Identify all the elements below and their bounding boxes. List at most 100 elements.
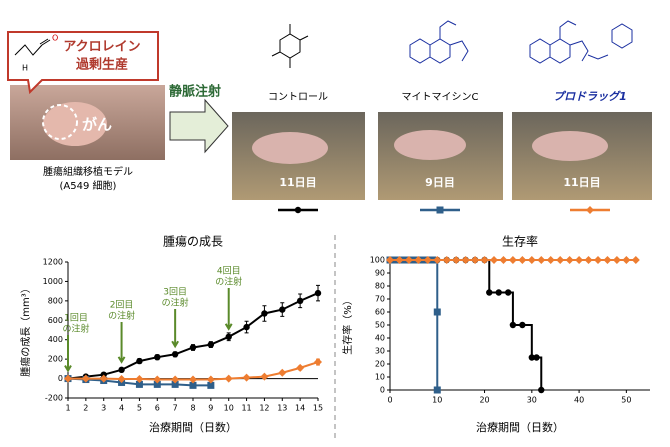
marker <box>603 256 612 264</box>
marker <box>206 375 215 384</box>
prodrug-structure <box>529 20 633 64</box>
marker <box>546 256 555 264</box>
marker <box>508 256 517 264</box>
x-tick-label: 15 <box>313 404 323 413</box>
y-tick-label: 600 <box>48 316 63 325</box>
marker <box>136 357 143 365</box>
marker <box>575 256 584 264</box>
legend-label: コントロール <box>268 92 328 103</box>
y-tick-label: 400 <box>48 335 63 344</box>
mouse <box>252 132 328 164</box>
y-tick-label: 20 <box>375 360 385 369</box>
marker <box>296 363 305 372</box>
marker <box>509 321 517 329</box>
y-tick-label: 0 <box>58 374 63 383</box>
marker <box>433 308 441 316</box>
marker <box>153 375 162 384</box>
annotation: の注射 <box>215 276 242 288</box>
marker <box>622 256 631 264</box>
y-tick-label: 100 <box>370 256 385 265</box>
series-line <box>390 259 439 390</box>
series-line <box>67 292 319 380</box>
marker <box>404 256 413 264</box>
y-axis-label: 腫瘍の成長（mm³） <box>19 283 32 377</box>
marker <box>314 289 322 297</box>
y-tick-label: 70 <box>375 295 385 304</box>
marker <box>528 354 536 361</box>
model-label: 腫瘍組織移植モデル <box>43 165 133 178</box>
y-tick-label: 90 <box>375 269 385 278</box>
x-tick-label: 20 <box>479 396 489 405</box>
marker <box>556 256 565 264</box>
annotation: 4回目 <box>217 266 241 277</box>
x-tick-label: 13 <box>277 404 287 413</box>
y-tick-label: 200 <box>48 355 63 364</box>
x-axis-label: 治療期間（日数） <box>149 420 237 434</box>
x-tick-label: 10 <box>432 396 442 405</box>
marker <box>224 374 233 383</box>
marker <box>499 256 508 264</box>
marker <box>207 381 215 389</box>
marker <box>631 256 640 264</box>
x-tick-label: 1 <box>65 404 70 413</box>
x-axis-label: 治療期間（日数） <box>476 420 564 434</box>
y-tick-label: -200 <box>45 394 63 403</box>
x-tick-label: 50 <box>621 396 631 405</box>
speech-bubble <box>7 31 159 95</box>
marker <box>433 256 442 264</box>
y-axis-label: 生存率（%） <box>341 295 354 355</box>
marker <box>461 256 470 264</box>
marker <box>314 358 322 367</box>
marker <box>171 375 180 384</box>
atom-label: H <box>22 64 28 73</box>
tumor-circle <box>42 104 78 140</box>
marker <box>486 289 493 296</box>
marker <box>518 256 527 264</box>
mouse <box>394 130 466 160</box>
legend-marker <box>436 206 444 214</box>
marker <box>154 354 161 361</box>
x-tick-label: 10 <box>224 404 234 413</box>
marker <box>243 323 250 331</box>
annotation: の注射 <box>108 310 135 322</box>
marker <box>452 256 461 264</box>
y-tick-label: 60 <box>375 308 385 317</box>
chart-title: 腫瘍の成長 <box>163 234 223 249</box>
x-tick-label: 0 <box>387 396 392 405</box>
marker <box>99 374 108 383</box>
marker <box>527 256 536 264</box>
y-tick-label: 30 <box>375 347 385 356</box>
marker <box>117 375 126 384</box>
marker <box>612 256 621 264</box>
marker <box>189 381 197 389</box>
day-label: 11日目 <box>563 176 600 189</box>
marker <box>278 368 287 377</box>
tumor-label: がん <box>82 116 112 134</box>
legend-marker <box>294 206 302 214</box>
annotation: の注射 <box>162 297 189 309</box>
marker <box>189 344 197 351</box>
marker <box>135 380 143 388</box>
y-tick-label: 1200 <box>43 258 63 267</box>
mouse-photos <box>232 112 652 200</box>
atom-label: O <box>52 34 58 43</box>
chart-title: 生存率 <box>502 234 538 249</box>
marker <box>225 333 232 340</box>
legend-marker <box>586 206 594 214</box>
x-tick-label: 6 <box>155 404 160 413</box>
marker <box>533 354 540 361</box>
annotation-arrow <box>117 322 126 364</box>
annotation: の注射 <box>62 323 89 335</box>
x-tick-label: 7 <box>173 404 178 413</box>
legend-label: マイトマイシンC <box>402 92 479 103</box>
marker <box>504 289 512 296</box>
y-tick-label: 1000 <box>43 277 63 286</box>
marker <box>423 256 432 264</box>
x-tick-label: 9 <box>208 404 213 413</box>
marker <box>414 256 423 264</box>
marker <box>242 373 251 382</box>
x-tick-label: 5 <box>137 404 142 413</box>
y-tick-label: 50 <box>375 321 385 330</box>
x-tick-label: 2 <box>83 404 88 413</box>
